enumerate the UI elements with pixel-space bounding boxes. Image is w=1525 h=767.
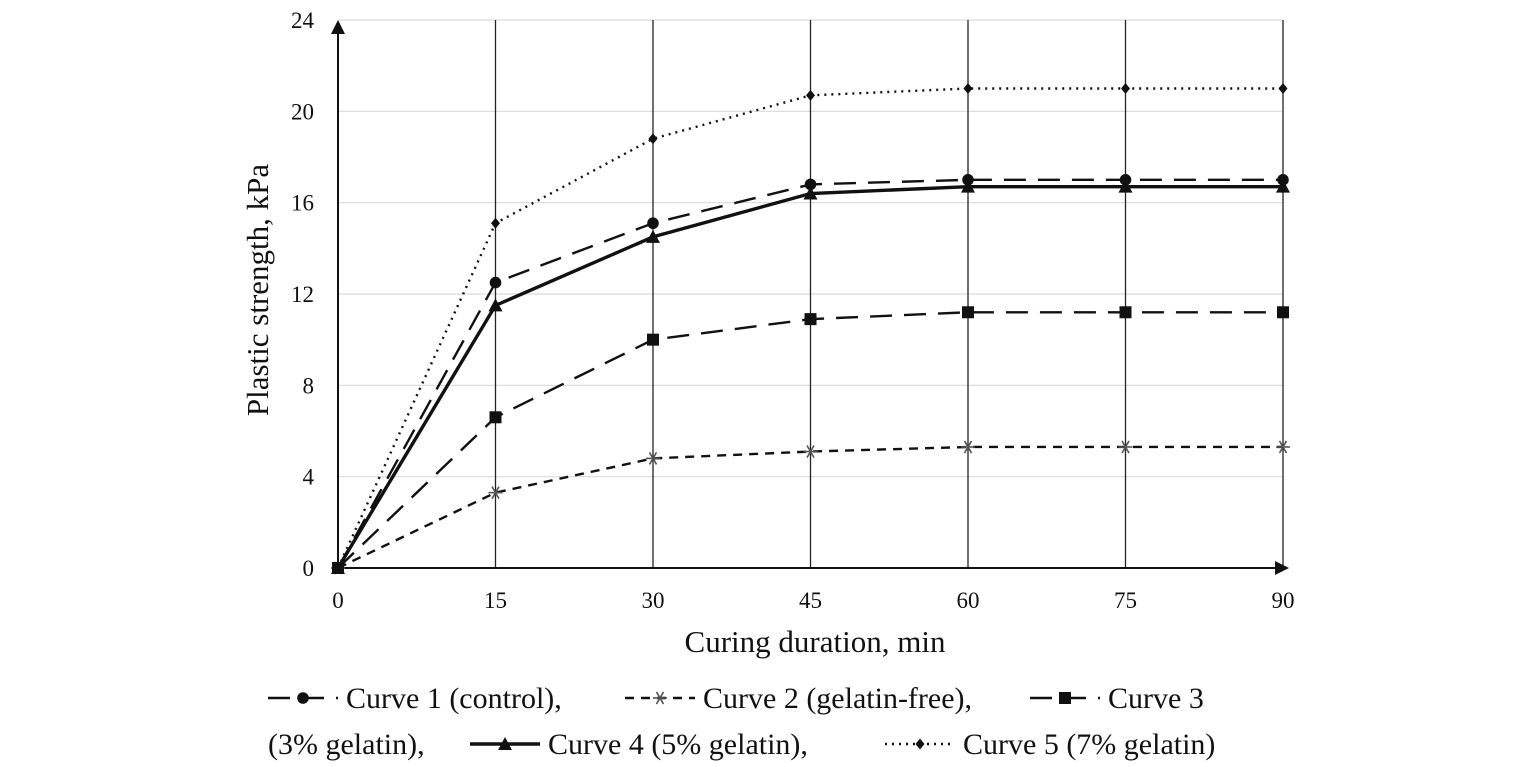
legend: Curve 1 (control), Curve 2 (gelatin-free)… <box>268 682 1215 761</box>
circle-marker <box>804 178 817 191</box>
x-tick-label: 15 <box>484 588 507 613</box>
series-curve-3 <box>332 306 1289 574</box>
plot-area <box>331 83 1290 575</box>
y-tick-label: 8 <box>303 373 315 398</box>
y-tick-label: 16 <box>291 191 314 216</box>
triangle-marker <box>488 298 503 312</box>
triangle-marker <box>646 229 660 243</box>
triangle-marker <box>803 186 818 200</box>
y-tick-label: 0 <box>303 556 315 581</box>
asterisk-marker <box>1276 440 1290 454</box>
legend-label: Curve 3 <box>1108 682 1204 715</box>
circle-marker <box>647 217 659 230</box>
square-marker <box>647 333 659 346</box>
circle-marker <box>489 276 502 289</box>
x-axis-label: Curing duration, min <box>685 624 946 659</box>
triangle-marker <box>1118 179 1133 193</box>
circle-marker <box>297 692 309 704</box>
triangle-marker <box>498 737 512 750</box>
x-tick-label: 0 <box>332 588 344 613</box>
asterisk-marker <box>803 445 818 459</box>
diamond-marker <box>806 89 815 101</box>
x-tick-label: 45 <box>799 588 822 613</box>
x-tick-label: 90 <box>1272 588 1295 613</box>
x-tick-label: 30 <box>642 588 665 613</box>
legend-item: Curve 1 (control), <box>268 682 562 715</box>
legend-label: Curve 5 (7% gelatin) <box>963 728 1215 761</box>
x-axis-arrow <box>1275 561 1289 575</box>
asterisk-marker <box>653 691 667 705</box>
diamond-marker <box>1278 83 1288 94</box>
y-tick-label: 24 <box>291 8 315 33</box>
x-tick-label: 60 <box>957 588 980 613</box>
asterisk-marker <box>961 440 975 454</box>
asterisk-marker <box>646 451 660 465</box>
diamond-marker <box>1121 83 1130 94</box>
square-marker <box>1119 306 1132 319</box>
square-marker <box>1059 692 1071 704</box>
square-marker <box>804 313 817 326</box>
diamond-marker <box>963 83 973 94</box>
axes <box>331 20 1289 575</box>
y-tick-label: 12 <box>291 282 314 307</box>
square-marker <box>962 306 974 319</box>
asterisk-marker <box>488 486 503 500</box>
legend-label: Curve 2 (gelatin-free), <box>703 682 972 715</box>
y-tick-label: 4 <box>303 465 315 490</box>
asterisk-marker <box>1118 440 1133 454</box>
legend-item: Curve 4 (5% gelatin), <box>470 728 808 761</box>
diamond-marker <box>491 217 500 229</box>
x-tick-label: 75 <box>1114 588 1137 613</box>
square-marker <box>489 411 502 424</box>
square-marker <box>1277 306 1289 319</box>
y-axis-label: Plastic strength, kPa <box>240 164 275 417</box>
legend-label: Curve 1 (control), <box>346 682 562 715</box>
diamond-marker <box>915 738 925 750</box>
legend-item: Curve 5 (7% gelatin) <box>885 728 1215 761</box>
series-curve-5 <box>333 83 1288 574</box>
y-axis-arrow <box>331 20 345 34</box>
triangle-marker <box>1276 179 1290 193</box>
y-tick-label: 20 <box>291 99 314 124</box>
legend-label-continued: (3% gelatin), <box>268 728 425 761</box>
grid <box>338 19 1284 568</box>
legend-item: Curve 2 (gelatin-free), <box>625 682 972 715</box>
diamond-marker <box>648 133 658 145</box>
triangle-marker <box>961 179 975 193</box>
tick-labels: 0 15 30 45 60 75 90 0 4 8 12 16 20 24 <box>291 8 1295 613</box>
diamond-marker <box>333 562 343 574</box>
legend-label: Curve 4 (5% gelatin), <box>548 728 808 761</box>
legend-item: Curve 3 <box>1030 682 1204 715</box>
